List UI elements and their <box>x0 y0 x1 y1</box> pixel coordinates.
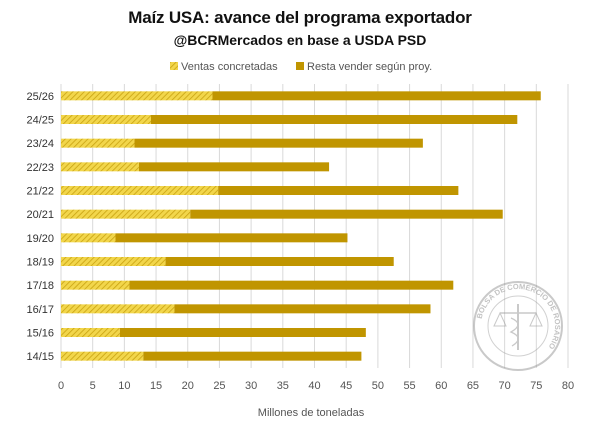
bar-ventas-concretadas-14/15 <box>61 351 144 361</box>
bar-resta-vender-24/25 <box>150 115 518 124</box>
bcr-seal-watermark: BOLSA DE COMERCIO DE ROSARIO <box>473 281 563 371</box>
bar-ventas-concretadas-21/22 <box>61 186 219 195</box>
bars <box>61 91 541 361</box>
category-label: 21/22 <box>26 186 54 198</box>
legend-swatch-ventas-concretadas <box>170 62 178 70</box>
category-label: 24/25 <box>26 115 54 127</box>
legend-label-resta-vender: Resta vender según proy. <box>307 61 432 73</box>
x-tick-labels: 0 5 10 15 20 25 30 35 40 45 50 55 60 65 70 75 80 <box>58 380 574 392</box>
x-tick-label: 40 <box>308 380 320 392</box>
category-label: 25/26 <box>26 91 54 103</box>
legend-label-ventas-concretadas: Ventas concretadas <box>181 61 278 73</box>
x-tick-label: 65 <box>467 380 479 392</box>
gridlines <box>60 84 569 368</box>
category-label: 14/15 <box>26 351 54 363</box>
bar-ventas-concretadas-25/26 <box>61 91 213 101</box>
x-tick-label: 15 <box>150 380 162 392</box>
bar-resta-vender-18/19 <box>165 257 394 266</box>
bar-resta-vender-23/24 <box>134 138 423 148</box>
x-tick-label: 75 <box>530 380 542 392</box>
bar-ventas-concretadas-22/23 <box>61 162 139 172</box>
bar-resta-vender-19/20 <box>115 233 348 243</box>
category-label: 19/20 <box>26 233 54 245</box>
category-label: 15/16 <box>26 328 54 340</box>
bar-resta-vender-17/18 <box>129 280 454 290</box>
x-tick-label: 35 <box>277 380 289 392</box>
bar-resta-vender-16/17 <box>174 304 431 314</box>
x-tick-label: 55 <box>403 380 415 392</box>
category-labels: 25/26 24/25 23/24 22/23 21/22 20/21 19/20 18/19… <box>26 91 54 363</box>
bar-ventas-concretadas-15/16 <box>61 328 120 337</box>
x-tick-label: 30 <box>245 380 257 392</box>
bar-ventas-concretadas-19/20 <box>61 233 116 243</box>
x-tick-label: 70 <box>499 380 511 392</box>
bar-resta-vender-14/15 <box>143 351 362 361</box>
legend-swatch-resta-vender <box>296 62 304 70</box>
x-tick-label: 0 <box>58 380 64 392</box>
bar-ventas-concretadas-23/24 <box>61 138 135 148</box>
bar-resta-vender-25/26 <box>212 91 541 101</box>
category-label: 23/24 <box>26 138 54 150</box>
category-label: 20/21 <box>26 209 54 221</box>
x-tick-label: 80 <box>562 380 574 392</box>
x-tick-label: 25 <box>213 380 225 392</box>
category-label: 22/23 <box>26 162 54 174</box>
x-tick-label: 20 <box>182 380 194 392</box>
bar-ventas-concretadas-17/18 <box>61 280 130 290</box>
category-label: 18/19 <box>26 257 54 269</box>
bar-resta-vender-22/23 <box>138 162 330 172</box>
legend: Ventas concretadas Resta vender según pr… <box>170 61 432 73</box>
x-axis-title: Millones de toneladas <box>258 407 365 419</box>
category-label: 16/17 <box>26 304 54 316</box>
x-tick-label: 45 <box>340 380 352 392</box>
chart-subtitle: @BCRMercados en base a USDA PSD <box>173 32 427 48</box>
x-tick-label: 50 <box>372 380 384 392</box>
chart-title: Maíz USA: avance del programa exportador <box>128 8 472 27</box>
bar-ventas-concretadas-16/17 <box>61 304 175 314</box>
bar-resta-vender-15/16 <box>119 328 366 337</box>
x-tick-label: 10 <box>118 380 130 392</box>
category-label: 17/18 <box>26 280 54 292</box>
x-tick-label: 5 <box>90 380 96 392</box>
x-tick-label: 60 <box>435 380 447 392</box>
bar-resta-vender-20/21 <box>190 209 503 219</box>
bar-ventas-concretadas-20/21 <box>61 209 191 219</box>
bar-ventas-concretadas-24/25 <box>61 115 151 124</box>
bar-ventas-concretadas-18/19 <box>61 257 166 266</box>
bar-resta-vender-21/22 <box>218 186 459 195</box>
